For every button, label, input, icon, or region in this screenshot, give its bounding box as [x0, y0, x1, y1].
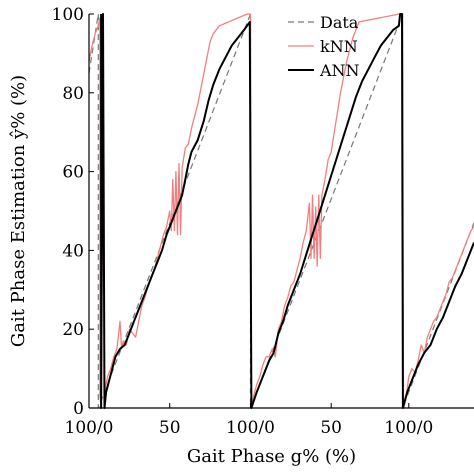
legend: Data kNN ANN: [288, 13, 360, 80]
x-tick-label: 50: [159, 418, 181, 438]
series-layer: [88, 13, 474, 409]
y-tick-label: 40: [62, 241, 84, 261]
y-tick-label: 60: [62, 163, 84, 183]
x-tick-label: 100/0: [226, 418, 275, 438]
y-axis-label: Gait Phase Estimation ŷ% (%): [8, 75, 29, 347]
series-line-data: [88, 13, 474, 409]
y-tick-label: 100: [52, 5, 84, 25]
x-axis-label: Gait Phase g% (%): [187, 446, 356, 467]
x-tick-label: 50: [320, 418, 342, 438]
series-line-knn: [88, 13, 474, 409]
y-tick-label: 80: [62, 84, 84, 104]
y-tick-label: 20: [62, 320, 84, 340]
y-tick-label: 0: [73, 399, 84, 419]
x-tick-label: 100/0: [384, 418, 433, 438]
series-line-ann: [100, 13, 474, 409]
legend-label-data: Data: [320, 13, 359, 32]
x-tick-label: 100/0: [65, 418, 114, 438]
legend-label-knn: kNN: [320, 37, 358, 56]
axes-layer: 0 20 40 60 80 100 100/0 50 100/0 50 100/0 Gait Phas…: [8, 5, 474, 467]
legend-label-ann: ANN: [319, 61, 360, 80]
